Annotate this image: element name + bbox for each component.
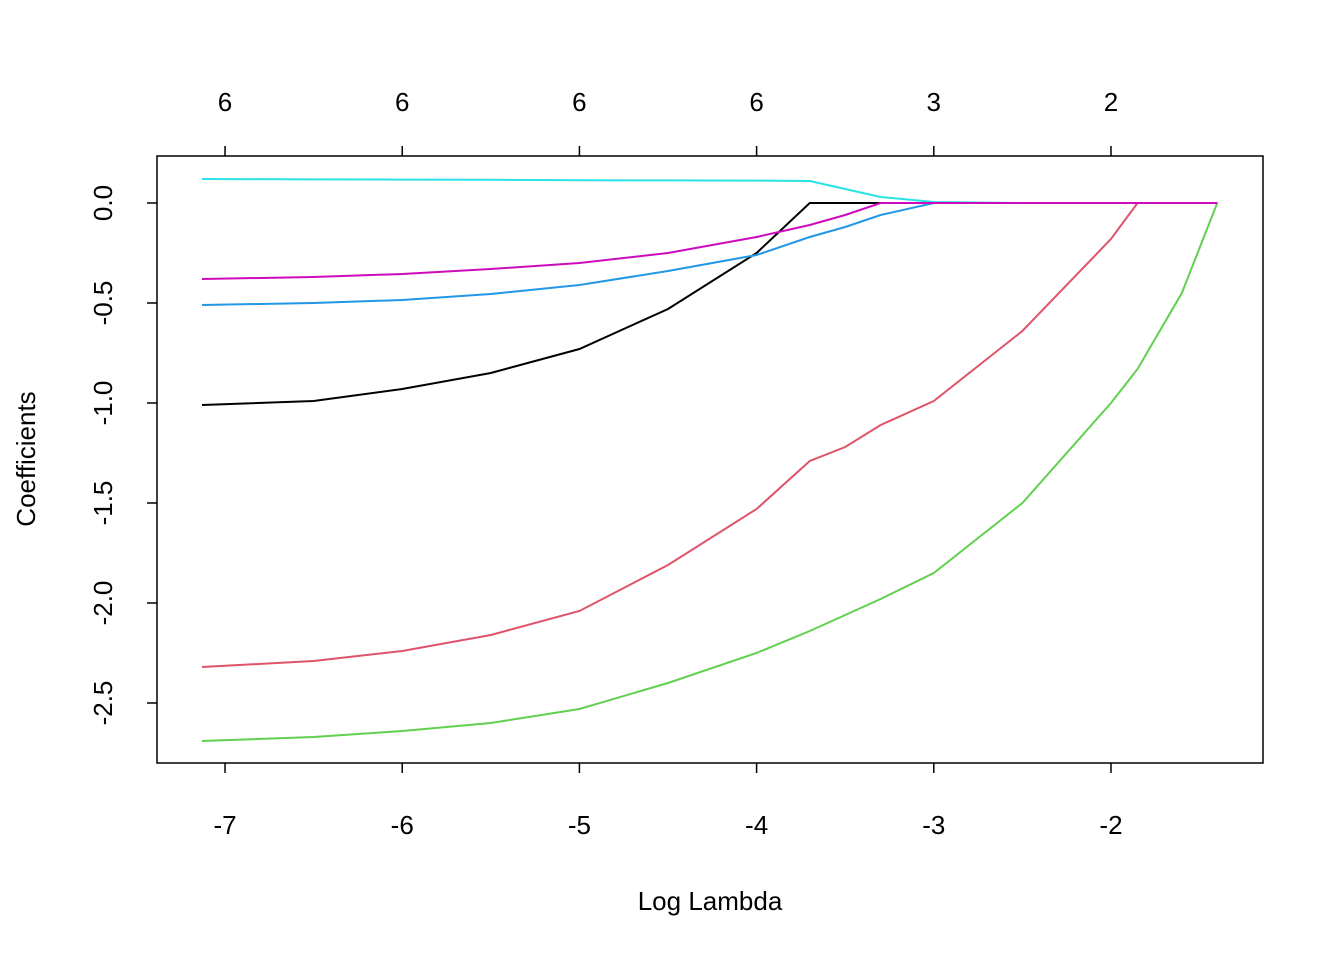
x-axis-label: Log Lambda	[638, 886, 783, 916]
y-tick-label: -1.0	[88, 381, 118, 426]
series-line	[201, 202, 1218, 668]
series-line	[201, 202, 1218, 306]
plot-box	[156, 155, 1264, 764]
y-axis-label: Coefficients	[11, 391, 41, 526]
x-tick-label: -2	[1099, 810, 1122, 840]
series-line	[201, 202, 1219, 742]
y-tick-label: -2.5	[88, 681, 118, 726]
x-tick-label: -4	[745, 810, 768, 840]
series-line	[202, 178, 1218, 204]
y-tick-label: -2.0	[88, 581, 118, 626]
x-tick-label: -6	[391, 810, 414, 840]
y-tick-label: -0.5	[88, 281, 118, 326]
top-tick-label: 2	[1104, 87, 1118, 117]
top-tick-label: 6	[218, 87, 232, 117]
top-tick-label: 3	[927, 87, 941, 117]
x-tick-label: -5	[568, 810, 591, 840]
x-tick-label: -7	[213, 810, 236, 840]
y-tick-label: -1.5	[88, 481, 118, 526]
top-tick-label: 6	[572, 87, 586, 117]
top-tick-label: 6	[395, 87, 409, 117]
series-line	[201, 202, 1218, 280]
x-tick-label: -3	[922, 810, 945, 840]
top-tick-label: 6	[749, 87, 763, 117]
y-tick-label: 0.0	[88, 185, 118, 221]
series-line	[201, 202, 934, 406]
